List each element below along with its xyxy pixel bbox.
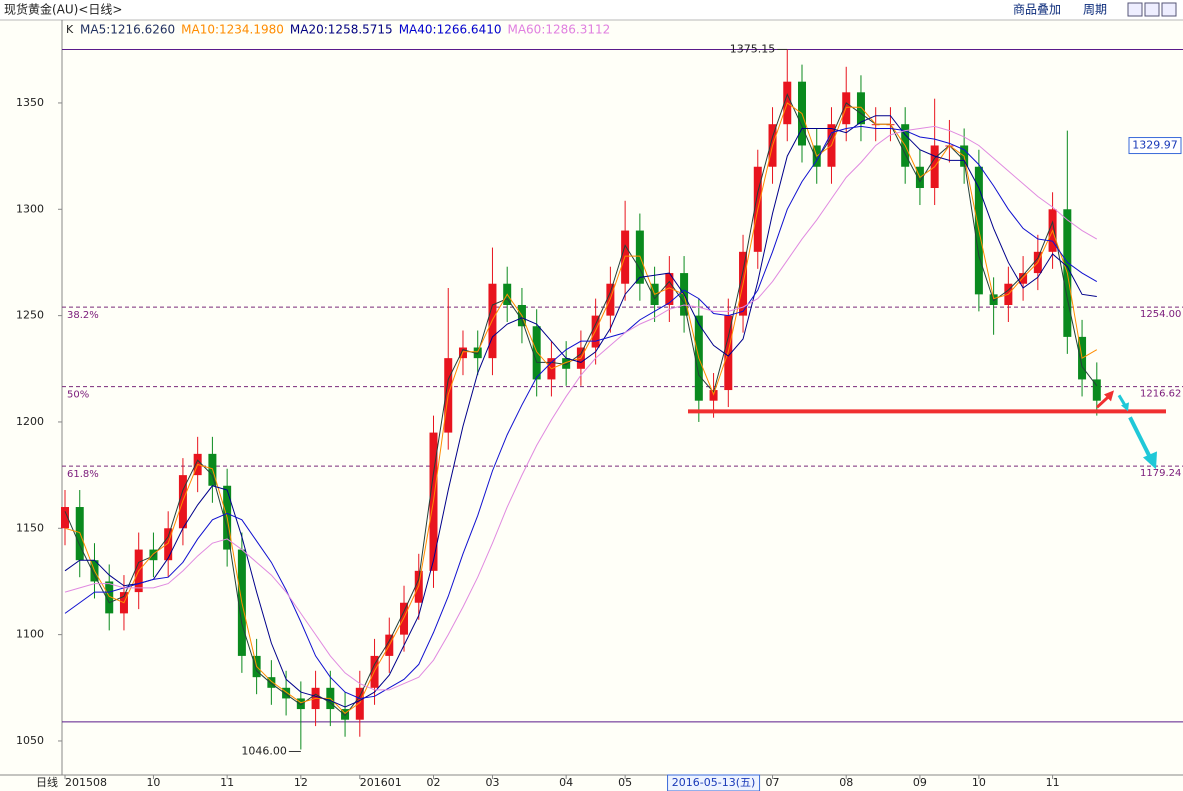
x-tick-label: 11	[220, 776, 234, 789]
candle-body	[341, 709, 350, 720]
fib-label: 50%	[67, 390, 89, 401]
x-tick-label: 04	[559, 776, 573, 789]
candle-body	[665, 273, 674, 305]
x-tick-label: 08	[839, 776, 853, 789]
legend-entry: MA40:1266.6410	[399, 23, 502, 37]
overlay-button[interactable]: 商品叠加	[1013, 2, 1061, 17]
x-tick-label: 10	[972, 776, 986, 789]
down-arrow-2	[1128, 416, 1152, 459]
candle-body	[400, 602, 409, 635]
x-tick-label: 12	[294, 776, 308, 789]
candle-body	[355, 687, 364, 720]
y-tick-label: 1150	[16, 521, 44, 534]
fib-value-label: 1216.62	[1140, 389, 1181, 400]
fib-label: 38.2%	[67, 310, 99, 321]
ma-line	[64, 115, 1097, 708]
down-arrow-1	[1117, 394, 1127, 407]
candle-body	[105, 581, 114, 614]
ma-line	[64, 125, 1098, 699]
candle-body	[267, 677, 276, 688]
y-tick-label: 1350	[16, 96, 44, 109]
ma-line	[64, 125, 1098, 691]
x-tick-label: 201601	[360, 776, 402, 789]
cursor-date: 2016-05-13(五)	[672, 776, 756, 789]
nav-left[interactable]	[1127, 2, 1143, 17]
y-tick-label: 1250	[16, 309, 44, 322]
fib-value-label: 1179.24	[1140, 468, 1181, 479]
fib-label: 61.8%	[67, 469, 99, 480]
header-bar	[0, 0, 1183, 20]
y-tick-label: 1050	[16, 734, 44, 747]
legend-entry: MA10:1234.1980	[181, 23, 284, 37]
x-tick-label: 201508	[65, 776, 107, 789]
legend-entry: MA60:1286.3112	[507, 23, 610, 37]
legend-entry: MA20:1258.5715	[290, 23, 393, 37]
candle-body	[532, 326, 541, 380]
legend-prefix: K	[66, 23, 74, 36]
x-tick-label: 09	[913, 776, 927, 789]
ma-line	[64, 102, 1098, 714]
fib-value-label: 1254.00	[1140, 309, 1181, 320]
up-arrow-head	[1104, 390, 1114, 402]
candle-body	[562, 358, 571, 369]
candle-body	[164, 528, 173, 561]
cursor-price: 1329.97	[1132, 139, 1178, 152]
x-tick-label: 02	[427, 776, 441, 789]
candle-body	[1019, 273, 1028, 284]
low-annotation: 1046.00	[241, 744, 287, 757]
nav-zoom[interactable]	[1161, 2, 1177, 17]
header-title: 现货黄金(AU)<日线>	[4, 2, 122, 17]
period-button[interactable]: 周期	[1083, 3, 1107, 17]
x-tick-label: 07	[766, 776, 780, 789]
x-tick-label: 03	[485, 776, 499, 789]
nav-right[interactable]	[1144, 2, 1160, 17]
high-annotation: 1375.15	[730, 42, 776, 55]
y-tick-label: 1300	[16, 202, 44, 215]
candle-body	[1092, 379, 1101, 401]
candle-body	[591, 315, 600, 348]
y-tick-label: 1100	[16, 628, 44, 641]
x-tick-label: 05	[618, 776, 632, 789]
x-tick-label: 11	[1046, 776, 1060, 789]
cursor-price-box	[1128, 137, 1182, 155]
candle-body	[856, 92, 865, 125]
x-axis-name: 日线	[36, 775, 58, 789]
candle-body	[296, 698, 305, 710]
candle-body	[282, 687, 291, 699]
y-tick-label: 1200	[16, 415, 44, 428]
x-tick-label: 10	[146, 776, 160, 789]
down-arrow-1-head	[1121, 402, 1129, 412]
candle-body	[149, 549, 158, 561]
down-arrow-2-head	[1143, 451, 1157, 470]
cursor-date-box	[667, 774, 761, 791]
candle-body	[61, 507, 69, 529]
legend-entry: MA5:1216.6260	[80, 23, 175, 37]
